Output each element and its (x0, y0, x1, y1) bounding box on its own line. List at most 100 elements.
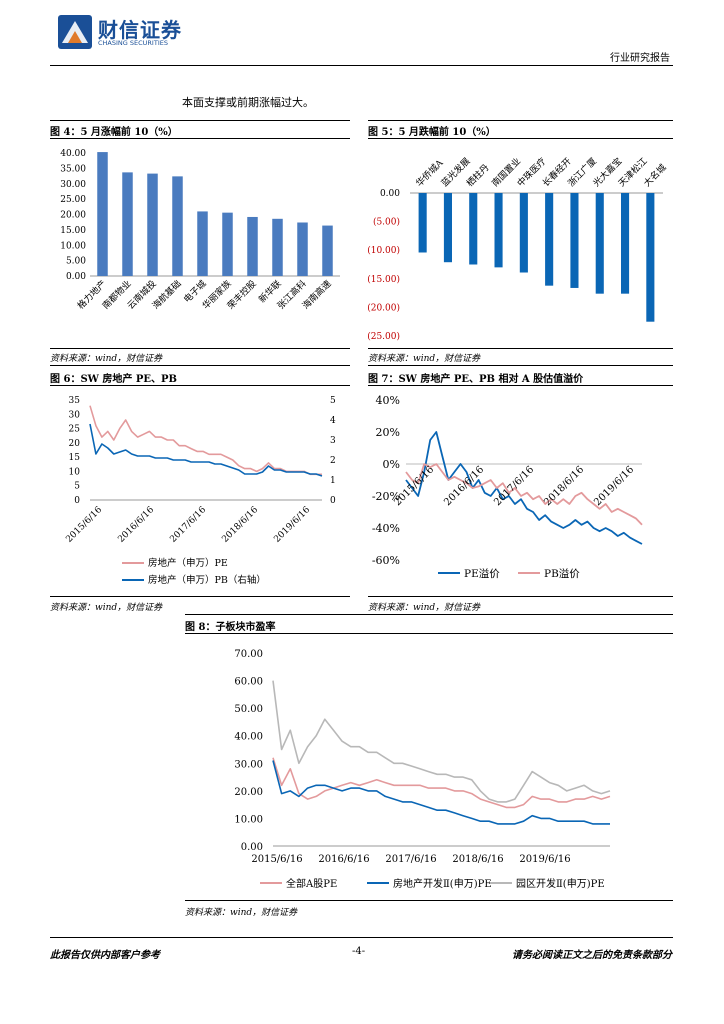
y-tick-label: 10.00 (60, 241, 86, 251)
legend-label: 房地产（申万）PE (148, 557, 228, 569)
x-tick-label: 2015/6/16 (64, 505, 104, 545)
bar (272, 218, 283, 276)
fig4-bottom-rule (50, 348, 350, 349)
x-tick-label: 2019/6/16 (519, 854, 570, 865)
x-tick-label: 2018/6/16 (542, 464, 586, 508)
legend-label: 房地产（申万）PB（右轴） (148, 574, 266, 586)
fig4-caption: 图 4：5 月涨幅前 10（%） (50, 127, 178, 138)
fig7-bottom-rule (368, 596, 673, 597)
y-tick-label: 0% (383, 458, 400, 471)
y-tick-label: 5.00 (66, 257, 86, 267)
y-tick-label: 5 (74, 482, 80, 492)
y-tick-label: 10 (69, 467, 81, 477)
bar (172, 176, 183, 276)
fig6-source: 资料来源：wind，财信证券 (50, 603, 163, 613)
bar (122, 172, 133, 276)
fig7-top-rule (368, 365, 673, 366)
x-tick-label: 2019/6/16 (272, 505, 312, 545)
bar (247, 216, 258, 276)
fig5-chart: 0.00(5.00)(10.00)(15.00)(20.00)(25.00)华侨… (367, 155, 668, 342)
y2-tick-label: 4 (330, 416, 336, 426)
logo-cn: 财信证券 (98, 18, 182, 42)
legend-label: 全部A股PE (286, 877, 337, 890)
fig8-chart: 0.00 10.00 20.00 30.00 40.00 50.00 60.00 70.00 2… (234, 649, 611, 890)
fig7-caption: 图 7：SW 房地产 PE、PB 相对 A 股估值溢价 (368, 374, 584, 385)
y-tick-label: -40% (372, 522, 400, 535)
y-tick-label: 30.00 (60, 180, 86, 190)
y-tick-label: 60.00 (234, 677, 263, 688)
fig8-bottom-rule (185, 900, 673, 901)
y-tick-label: 50.00 (234, 704, 263, 715)
bar (322, 225, 333, 276)
logo-mark-icon (58, 15, 92, 49)
y2-tick-label: 1 (330, 476, 336, 486)
y-tick-label: (5.00) (373, 217, 400, 228)
fig5-bottom-rule (368, 348, 673, 349)
bar (197, 211, 208, 276)
bar (519, 193, 528, 273)
fig6-cap-rule (50, 385, 350, 386)
y-tick-label: 40.00 (60, 149, 86, 159)
fig5-cap-rule (368, 138, 673, 139)
series-line (272, 757, 611, 809)
y-tick-label: -60% (372, 554, 400, 567)
fig7-chart: -60%-40%-20%0%20%40%2015/6/16 2016/6/16 20… (372, 394, 643, 580)
page-number: -4- (352, 946, 366, 957)
series-line (405, 463, 643, 526)
x-tick-label: 2017/6/16 (385, 854, 436, 865)
x-tick-label: 2019/6/16 (592, 464, 636, 508)
x-tick-label: 2016/6/16 (116, 505, 156, 545)
bar (646, 193, 655, 322)
series-line (89, 423, 323, 477)
series-line (272, 680, 611, 803)
y-tick-label: 20 (69, 439, 81, 449)
fig7-cap-rule (368, 385, 673, 386)
y-tick-label: 40% (376, 394, 400, 407)
y-tick-label: 15.00 (60, 226, 86, 236)
y-tick-label: 25 (69, 425, 81, 435)
x-tick-label: 2017/6/16 (168, 505, 208, 545)
y-tick-label: 35.00 (60, 164, 86, 174)
x-tick-label: 2016/6/16 (318, 854, 369, 865)
y2-tick-label: 0 (330, 496, 336, 506)
fig4-top-rule (50, 120, 350, 121)
fig5-source: 资料来源：wind，财信证券 (368, 354, 481, 364)
footer-rule (50, 937, 673, 938)
y-tick-label: 0.00 (241, 842, 263, 853)
y-tick-label: 25.00 (60, 195, 86, 205)
fig7-source: 资料来源：wind，财信证券 (368, 603, 481, 613)
fig4-source: 资料来源：wind，财信证券 (50, 354, 163, 364)
y-tick-label: 20.00 (60, 211, 86, 221)
bar (469, 193, 478, 265)
fig8-cap-rule (185, 633, 673, 634)
fig4-cap-rule (50, 138, 350, 139)
y2-tick-label: 3 (330, 436, 336, 446)
bar (222, 212, 233, 276)
legend-label: PB溢价 (544, 567, 580, 580)
y2-tick-label: 5 (330, 396, 336, 406)
series-line (272, 760, 610, 825)
x-tick-label: 2018/6/16 (452, 854, 503, 865)
y-tick-label: 30.00 (234, 759, 263, 770)
bar (621, 193, 630, 294)
fig6-chart: 0 5 10 15 20 25 30 35 0 1 2 3 4 5 2015/6/16 2016/6/16 20… (64, 396, 336, 586)
y-tick-label: 40.00 (234, 732, 263, 743)
x-tick-label: 2018/6/16 (220, 505, 260, 545)
y-tick-label: (15.00) (367, 274, 400, 285)
fig6-top-rule (50, 365, 350, 366)
y2-tick-label: 2 (330, 456, 336, 466)
y-tick-label: 10.00 (234, 814, 263, 825)
fig8-source: 资料来源：wind，财信证券 (185, 908, 298, 918)
fig8-caption: 图 8：子板块市盈率 (185, 622, 276, 633)
fig4-chart: 0.00 5.00 10.00 15.00 20.00 25.00 30.00 35.00 40… (60, 149, 340, 312)
bar (570, 193, 579, 288)
bar (443, 193, 452, 263)
legend-label: PE溢价 (464, 567, 500, 580)
fig6-bottom-rule (50, 596, 350, 597)
y-tick-label: 0 (74, 496, 80, 506)
x-tick-label: 2015/6/16 (251, 854, 302, 865)
bar (297, 222, 308, 276)
series-line (405, 431, 643, 545)
body-text: 本面支撑或前期涨幅过大。 (182, 96, 314, 109)
y-tick-label: -20% (372, 490, 400, 503)
